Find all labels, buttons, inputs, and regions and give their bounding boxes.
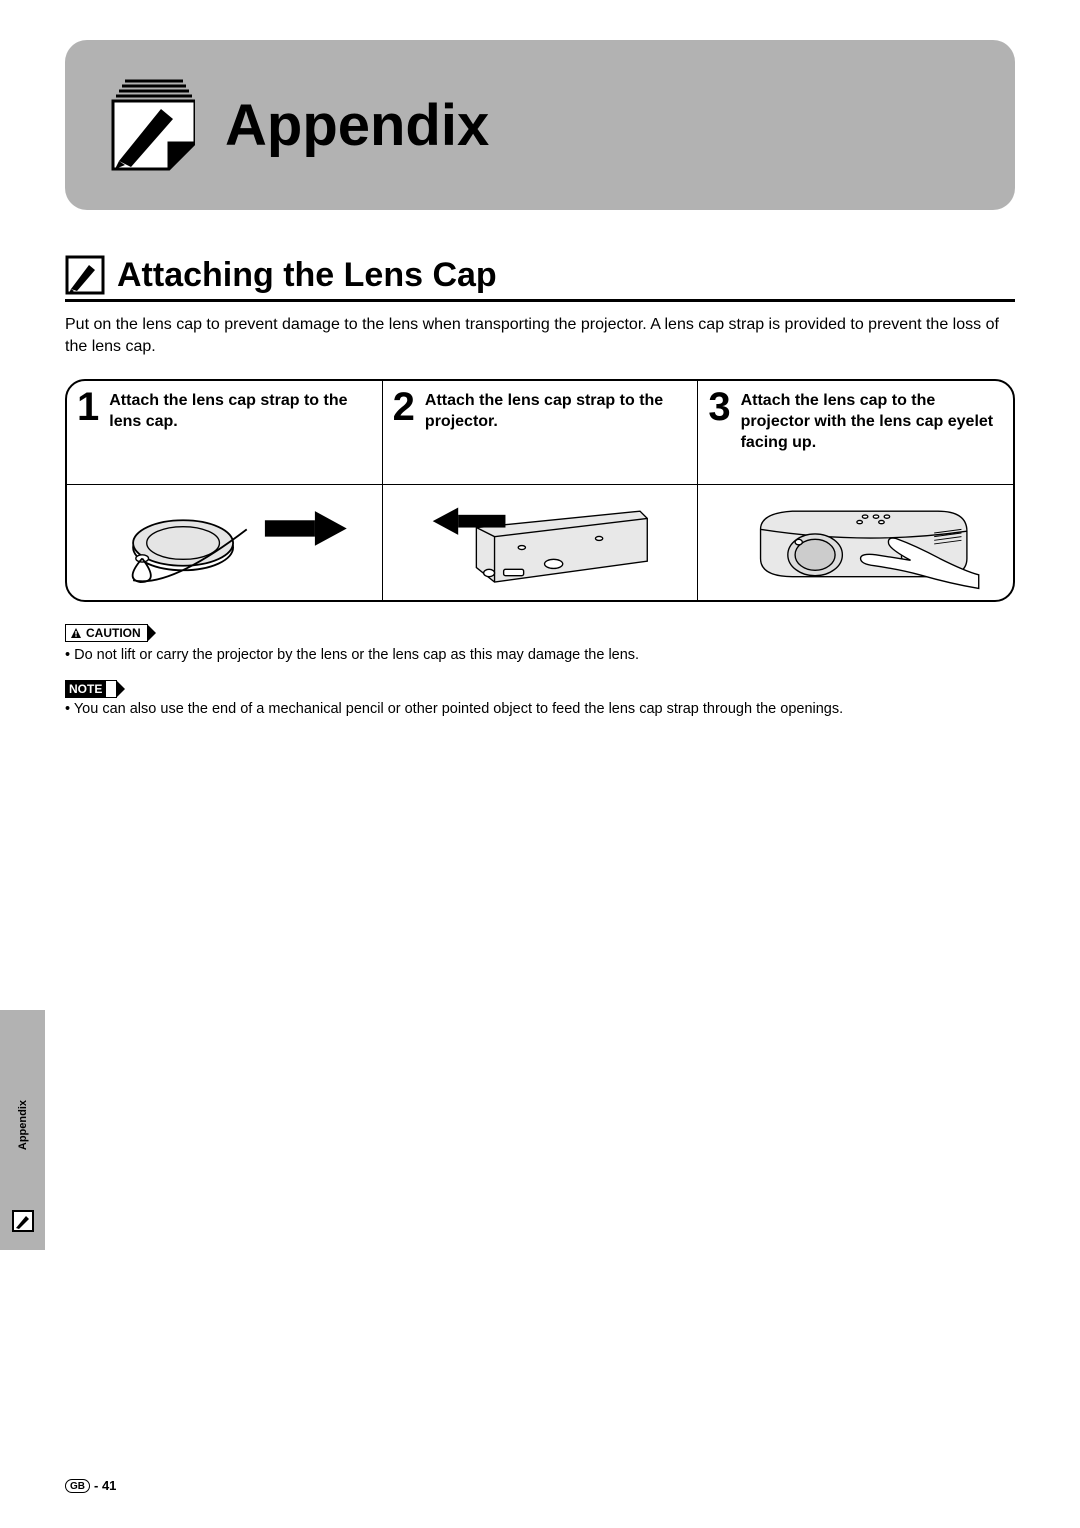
steps-container: 1 Attach the lens cap strap to the lens …	[65, 379, 1015, 602]
step-text: Attach the lens cap strap to the project…	[425, 387, 687, 478]
caution-label: CAUTION	[65, 624, 148, 642]
step-text: Attach the lens cap strap to the lens ca…	[109, 387, 371, 478]
side-tab-icon	[12, 1210, 34, 1232]
section-icon	[65, 255, 105, 295]
section-title: Attaching the Lens Cap	[117, 256, 497, 295]
caution-text: • Do not lift or carry the projector by …	[65, 646, 1015, 666]
footer-page-number: - 41	[94, 1478, 116, 1493]
note-text: • You can also use the end of a mechanic…	[65, 700, 1015, 720]
side-tab-label: Appendix	[17, 1100, 29, 1150]
page-footer: GB - 41	[65, 1478, 116, 1493]
step-illustration	[383, 485, 698, 600]
step-head: 3 Attach the lens cap to the projector w…	[698, 381, 1013, 485]
note-block: NOTE • You can also use the end of a mec…	[65, 680, 1015, 720]
warning-icon	[70, 627, 82, 639]
footer-gb: GB	[65, 1479, 90, 1493]
step-number: 3	[708, 387, 730, 478]
appendix-banner: Appendix	[65, 40, 1015, 210]
step-1: 1 Attach the lens cap strap to the lens …	[67, 381, 383, 600]
step-2: 2 Attach the lens cap strap to the proje…	[383, 381, 699, 600]
step-illustration	[698, 485, 1013, 600]
step-illustration	[67, 485, 382, 600]
caution-label-text: CAUTION	[86, 626, 141, 640]
step-number: 1	[77, 387, 99, 478]
appendix-banner-icon	[105, 75, 195, 175]
step-text: Attach the lens cap to the projector wit…	[741, 387, 1003, 478]
note-label-text: NOTE	[65, 680, 106, 698]
step-3: 3 Attach the lens cap to the projector w…	[698, 381, 1013, 600]
section-intro: Put on the lens cap to prevent damage to…	[65, 314, 1015, 357]
step-head: 2 Attach the lens cap strap to the proje…	[383, 381, 698, 485]
note-label: NOTE	[65, 680, 117, 698]
caution-block: CAUTION • Do not lift or carry the proje…	[65, 624, 1015, 666]
banner-title: Appendix	[225, 92, 489, 159]
step-number: 2	[393, 387, 415, 478]
step-head: 1 Attach the lens cap strap to the lens …	[67, 381, 382, 485]
section-heading: Attaching the Lens Cap	[65, 255, 1015, 302]
side-tab: Appendix	[0, 1010, 45, 1250]
